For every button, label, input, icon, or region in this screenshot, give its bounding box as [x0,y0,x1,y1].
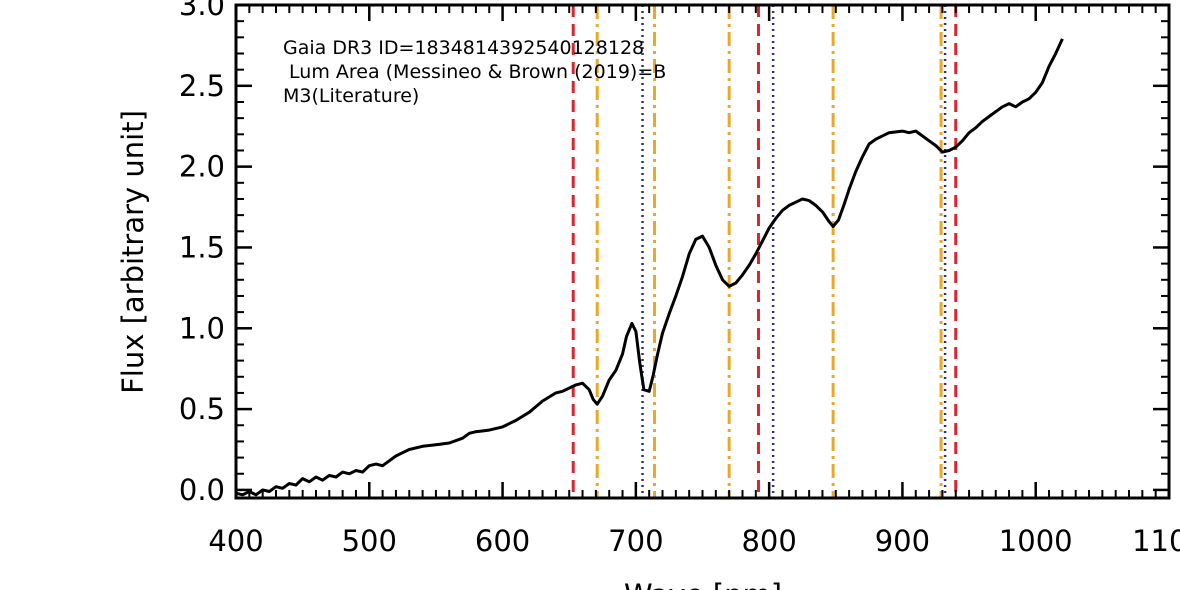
y-tick-label: 1.5 [179,230,225,264]
x-tick-label: 400 [208,524,263,558]
feature-lines [571,5,958,498]
annotation-block: Gaia DR3 ID=1834814392540128128 Lum Area… [283,37,666,107]
y-tick-label: 2.0 [179,150,225,184]
spectrum-line-0 [235,38,1064,497]
x-axis-title: Wave [nm] [624,578,782,590]
y-tick-label: 2.5 [179,69,225,103]
y-axis-title: Flux [arbitrary unit] [116,110,150,394]
annotation-line-3: M3(Literature) [283,85,419,107]
x-tick-label: 1000 [999,524,1073,558]
y-tick-label: 0.5 [179,392,225,426]
x-tick-label: 700 [608,524,663,558]
x-tick-label: 600 [475,524,530,558]
spectrum-series [235,38,1064,497]
x-tick-label: 800 [741,524,796,558]
x-tick-label: 500 [342,524,397,558]
x-tick-label: 900 [875,524,930,558]
y-tick-label: 1.0 [179,311,225,345]
annotation-line-1: Gaia DR3 ID=1834814392540128128 [283,37,644,59]
annotation-line-2: Lum Area (Messineo & Brown (2019)=B [283,61,666,83]
y-tick-label: 3.0 [179,0,225,22]
y-tick-label: 0.0 [179,473,225,507]
plot-frame [234,3,1171,500]
